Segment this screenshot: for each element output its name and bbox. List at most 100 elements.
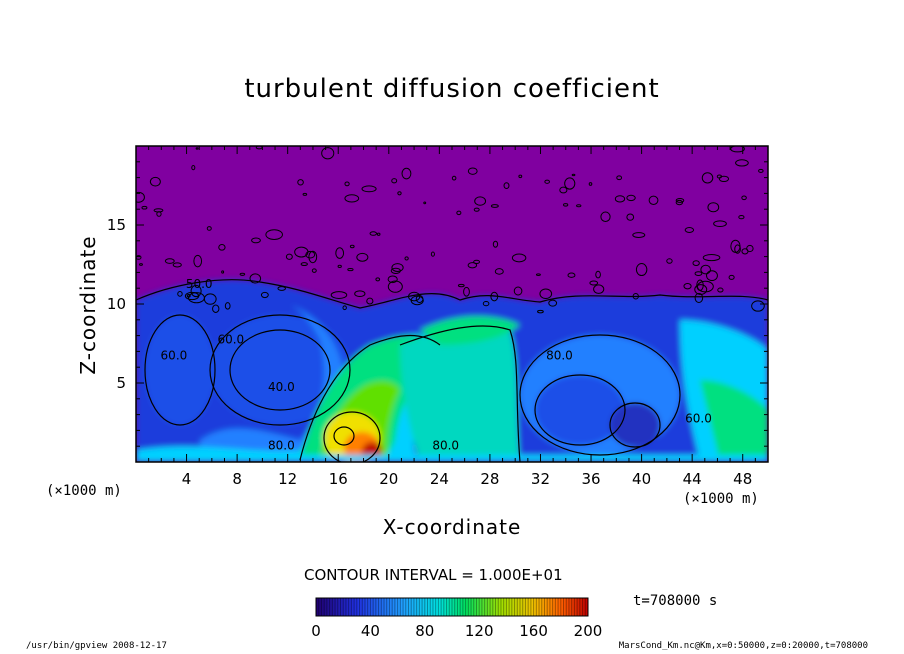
time-label: t=708000 s	[633, 593, 718, 609]
speckle-contour	[265, 229, 283, 241]
speckle-contour	[342, 305, 347, 311]
speckle-contour	[408, 291, 421, 302]
speckle-contour	[675, 198, 685, 203]
speckle-contour	[149, 176, 161, 187]
speckle-contour	[593, 284, 605, 294]
x-axis-unit: (×1000 m)	[683, 491, 759, 507]
vortex-ring	[200, 305, 346, 456]
speckle-contour	[221, 270, 225, 274]
speckle-contour	[707, 202, 720, 213]
speckle-contour	[423, 201, 427, 205]
speckle-contour	[692, 260, 700, 267]
speckle-contour	[344, 181, 350, 187]
x-tick-label: 4	[182, 470, 192, 488]
speckle-contour	[184, 291, 200, 301]
speckle-contour	[344, 194, 360, 203]
speckle-contour	[701, 172, 714, 184]
speckle-contour	[349, 244, 355, 249]
speckle-contour	[548, 299, 558, 307]
y-tick-label: 15	[107, 216, 126, 234]
speckle-contour	[490, 204, 499, 208]
speckle-contour	[741, 195, 747, 201]
x-axis-label-text: X-coordinate	[382, 515, 522, 539]
contour-label: 40.0	[268, 380, 295, 394]
speckle-contour	[337, 264, 342, 269]
contour-line-plume	[299, 334, 441, 461]
speckle-contour	[451, 175, 457, 181]
speckle-contour	[387, 280, 403, 293]
speckle-contour	[702, 254, 721, 262]
speckle-contour	[308, 250, 318, 264]
speckle-contour	[156, 211, 162, 217]
contour-label: 60.0	[217, 333, 244, 347]
speckle-contour	[467, 167, 478, 175]
speckle-contour	[330, 291, 348, 299]
speckle-contour	[511, 253, 527, 263]
speckle-contour	[195, 147, 199, 150]
contour-line-far-left	[144, 314, 216, 426]
speckle-contour	[187, 292, 205, 304]
right-vortex-core	[610, 403, 660, 447]
speckle-contour	[391, 178, 398, 184]
speckle-contour	[401, 167, 412, 180]
right-vortex-inner	[535, 375, 625, 445]
speckle-contour	[300, 262, 308, 267]
colorbar-tick-label: 80	[415, 622, 434, 640]
speckle-contour	[404, 256, 409, 261]
speckle-contour	[294, 246, 309, 258]
speckle-contour	[369, 231, 378, 236]
contour-label: 80.0	[432, 438, 459, 452]
contour-label: 60.0	[685, 412, 712, 426]
speckle-contour	[730, 146, 745, 153]
y-tick-label: 5	[116, 374, 126, 392]
x-tick-label: 40	[632, 470, 651, 488]
speckle-contour	[694, 292, 704, 303]
speckle-contour	[684, 227, 695, 233]
contour-line-hotspot-inner	[333, 426, 355, 446]
speckle-contour	[718, 175, 730, 183]
far-left-vortex-core	[145, 315, 215, 425]
speckle-contour	[539, 288, 553, 300]
footer-right-text: MarsCond_Km.nc@Km,x=0:50000,z=0:20000,t=…	[618, 641, 868, 651]
x-tick-label: 16	[329, 470, 348, 488]
speckle-contour	[751, 300, 765, 312]
turbulent-speckle-contours	[136, 146, 765, 314]
speckle-contour	[190, 284, 202, 298]
colorbar-tick-label: 40	[361, 622, 380, 640]
speckle-contour	[302, 192, 308, 196]
speckle-contour	[354, 290, 366, 297]
speckle-contour	[164, 258, 175, 264]
speckle-contour	[513, 286, 523, 296]
contour-label: 60.0	[161, 348, 188, 362]
speckle-contour	[193, 254, 203, 268]
speckle-contour	[535, 273, 541, 277]
x-tick-label: 36	[581, 470, 600, 488]
speckle-contour	[666, 258, 673, 264]
speckle-contour	[473, 259, 480, 264]
speckle-contour	[706, 270, 718, 282]
speckle-contour	[595, 270, 601, 279]
footer-left-text: /usr/bin/gpview 2008-12-17	[26, 641, 167, 651]
speckle-contour	[626, 194, 636, 202]
speckle-contour	[297, 179, 304, 186]
contour-line-right-core	[609, 402, 661, 448]
speckle-contour	[632, 232, 646, 238]
speckle-contour	[321, 147, 335, 160]
speckle-contour	[177, 290, 183, 297]
speckle-contour	[694, 284, 708, 295]
speckle-contour	[191, 165, 196, 171]
speckle-contour	[136, 191, 145, 203]
speckle-contour	[172, 262, 182, 268]
contour-line-central	[399, 325, 521, 462]
speckle-contour	[675, 199, 684, 206]
x-tick-label: 20	[379, 470, 398, 488]
speckle-contour	[285, 253, 293, 260]
speckle-contour	[494, 268, 504, 275]
far-right-green	[700, 380, 768, 462]
speckle-contour	[614, 195, 626, 203]
speckle-contour	[728, 274, 735, 280]
speckle-contour	[249, 273, 262, 284]
speckle-contour	[559, 186, 568, 194]
x-tick-label: 8	[232, 470, 242, 488]
y-tick-label: 10	[107, 295, 126, 313]
